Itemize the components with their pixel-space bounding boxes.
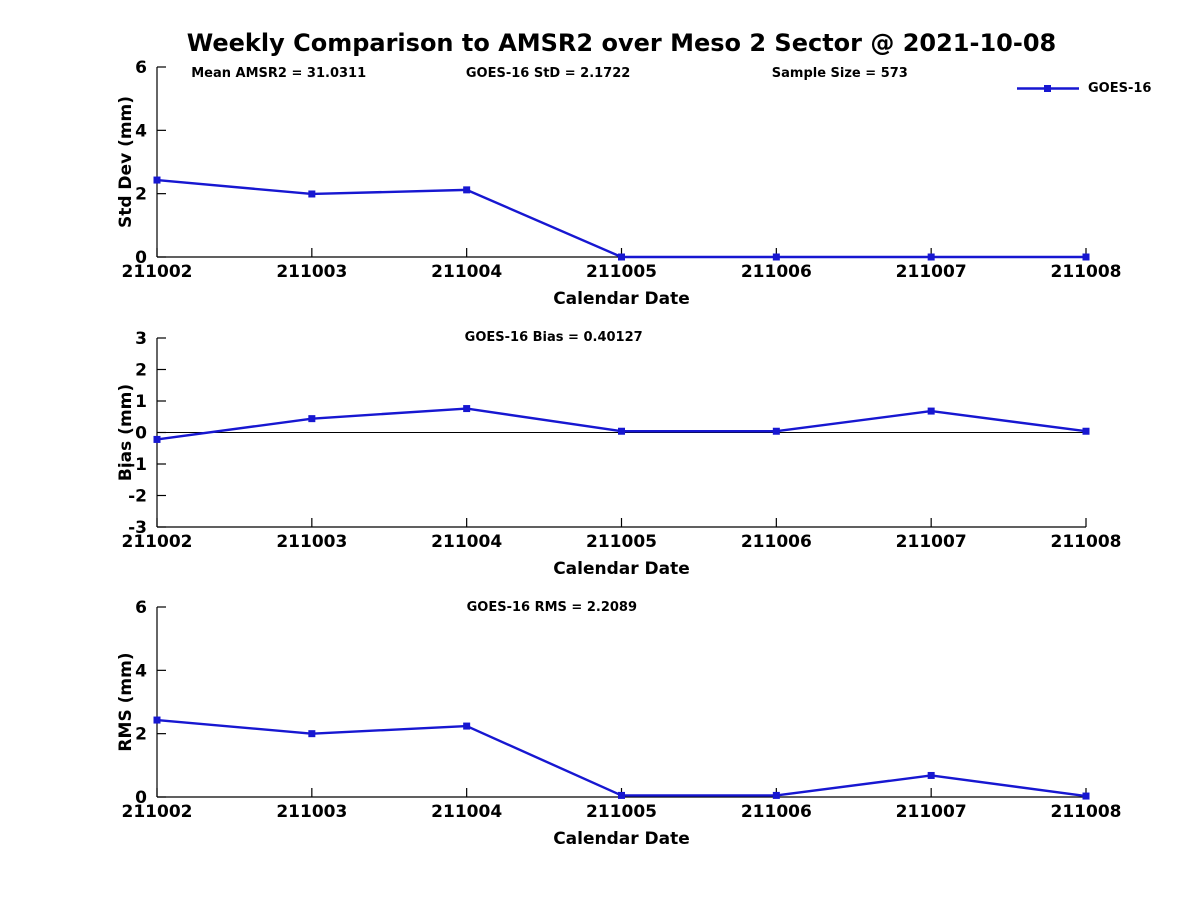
series-line: [156, 718, 1087, 798]
x-tick-label: 211003: [276, 802, 347, 822]
data-point-marker: [618, 427, 625, 435]
y-tick-label: 0: [135, 248, 147, 268]
series-line: [156, 178, 1086, 259]
y-axis-title: Std Dev (mm): [116, 96, 136, 228]
x-tick-label: 211007: [896, 532, 967, 552]
x-tick-label: 211006: [741, 532, 812, 552]
y-tick-label: 4: [135, 121, 147, 141]
y-tick-label: 0: [135, 788, 147, 808]
data-point-marker: [308, 190, 316, 198]
y-tick-label: 1: [135, 392, 147, 412]
data-point-marker: [1082, 253, 1090, 261]
y-tick-label: 6: [135, 598, 147, 618]
y-tick-label: -3: [128, 518, 147, 538]
series-line: [156, 407, 1087, 441]
stat-annotation: Sample Size = 573: [772, 66, 908, 81]
y-tick-label: 6: [135, 58, 147, 78]
x-axis-title: Calendar Date: [553, 559, 690, 579]
data-point-marker: [153, 435, 161, 443]
chart-panel-bias: -3 -2 -1 0 1 2 3 211002 211003 211004 211005 211006…: [116, 329, 1121, 579]
y-axis-title: Bias (mm): [116, 384, 136, 481]
x-tick-label: 211005: [586, 802, 657, 822]
x-tick-label: 211004: [431, 802, 502, 822]
x-tick-label: 211007: [896, 262, 967, 282]
x-tick-label: 211006: [741, 262, 812, 282]
figure-title: Weekly Comparison to AMSR2 over Meso 2 S…: [186, 29, 1057, 57]
y-tick-label: -1: [128, 455, 147, 475]
y-tick-label: 2: [135, 185, 147, 205]
x-tick-label: 211004: [431, 532, 502, 552]
y-tick-label: 4: [135, 661, 147, 681]
legend-label: GOES-16: [1088, 81, 1152, 96]
x-tick-label: 211005: [586, 262, 657, 282]
data-point-marker: [927, 407, 935, 415]
data-point-marker: [618, 791, 625, 799]
x-tick-label: 211003: [276, 532, 347, 552]
y-tick-label: -2: [128, 487, 147, 507]
data-point-marker: [927, 253, 935, 261]
data-point-marker: [463, 186, 471, 194]
x-axis-title: Calendar Date: [553, 289, 690, 309]
y-tick-label: 2: [135, 725, 147, 745]
data-point-marker: [772, 791, 780, 799]
stat-annotation: GOES-16 Bias = 0.40127: [465, 330, 643, 345]
data-point-marker: [1082, 792, 1090, 800]
y-tick-label: 0: [135, 424, 147, 444]
x-tick-label: 211004: [431, 262, 502, 282]
data-point-marker: [153, 716, 161, 724]
x-tick-label: 211008: [1051, 262, 1122, 282]
data-point-marker: [772, 427, 780, 435]
data-point-marker: [772, 253, 780, 261]
stat-annotation: GOES-16 StD = 2.1722: [466, 66, 630, 81]
x-tick-label: 211008: [1051, 532, 1122, 552]
legend-line-marker-icon: [1017, 85, 1079, 92]
x-tick-label: 211005: [586, 532, 657, 552]
data-point-marker: [463, 722, 471, 730]
data-point-marker: [463, 405, 471, 413]
legend: GOES-16: [1016, 80, 1151, 97]
x-tick-label: 211002: [122, 262, 193, 282]
chart-panel-rms: 0 2 4 6 211002 211003 211004 211005 211006 211007…: [116, 598, 1121, 849]
y-axis-title: RMS (mm): [116, 652, 136, 751]
data-point-marker: [927, 771, 935, 779]
y-tick-label: 3: [135, 329, 147, 349]
data-point-marker: [308, 415, 316, 423]
stat-annotation: GOES-16 RMS = 2.2089: [467, 600, 637, 615]
x-tick-label: 211002: [122, 802, 193, 822]
data-point-marker: [308, 730, 316, 738]
x-axis-title: Calendar Date: [553, 829, 690, 849]
y-tick-label: 2: [135, 361, 147, 381]
x-tick-label: 211002: [122, 532, 193, 552]
data-point-marker: [618, 253, 625, 261]
chart-panel-std-dev: 0 2 4 6 211002 211003 211004 211005 211006 211007…: [116, 58, 1121, 309]
x-tick-label: 211003: [276, 262, 347, 282]
x-tick-label: 211008: [1051, 802, 1122, 822]
x-tick-label: 211007: [896, 802, 967, 822]
x-tick-label: 211006: [741, 802, 812, 822]
stat-annotation: Mean AMSR2 = 31.0311: [191, 66, 366, 81]
data-point-marker: [1082, 427, 1090, 435]
data-point-marker: [153, 176, 161, 184]
